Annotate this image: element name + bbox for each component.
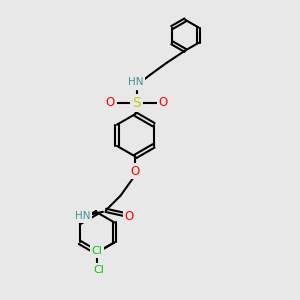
Text: S: S: [132, 96, 141, 110]
Text: Cl: Cl: [93, 265, 104, 275]
Text: O: O: [131, 165, 140, 178]
Text: O: O: [106, 96, 115, 110]
Text: O: O: [159, 96, 168, 110]
Text: Cl: Cl: [92, 246, 103, 256]
Text: HN: HN: [74, 211, 90, 221]
Text: O: O: [125, 210, 134, 223]
Text: HN: HN: [128, 77, 143, 87]
